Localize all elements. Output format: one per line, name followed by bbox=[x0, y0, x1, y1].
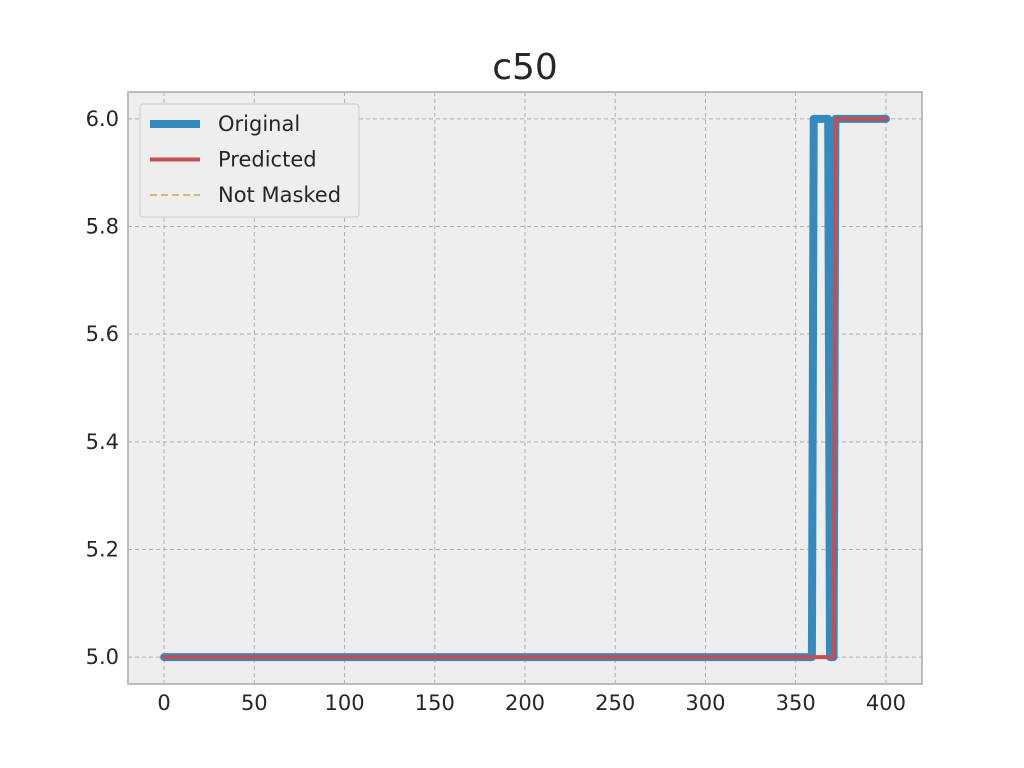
x-tick-label: 150 bbox=[415, 691, 455, 715]
legend-label: Not Masked bbox=[218, 183, 341, 207]
legend-label: Predicted bbox=[218, 148, 317, 172]
chart-title: c50 bbox=[492, 47, 558, 88]
x-tick-label: 400 bbox=[866, 691, 906, 715]
y-axis-ticks: 5.0 5.2 5.4 5.6 5.8 6.0 bbox=[86, 107, 119, 669]
series-layer bbox=[160, 114, 890, 662]
y-tick-label: 5.4 bbox=[86, 430, 119, 454]
series-line-predicted bbox=[162, 116, 888, 660]
x-tick-label: 0 bbox=[157, 691, 170, 715]
y-tick-label: 5.0 bbox=[86, 645, 119, 669]
y-tick-label: 6.0 bbox=[86, 107, 119, 131]
y-tick-label: 5.2 bbox=[86, 537, 119, 561]
y-tick-label: 5.8 bbox=[86, 215, 119, 239]
x-tick-label: 100 bbox=[324, 691, 364, 715]
x-axis-ticks: 0 50 100 150 200 250 300 350 400 bbox=[157, 691, 906, 715]
plot-frame bbox=[127, 91, 923, 685]
legend: Original Predicted Not Masked bbox=[139, 103, 360, 218]
grid bbox=[128, 92, 922, 684]
x-tick-label: 300 bbox=[685, 691, 725, 715]
y-tick-label: 5.6 bbox=[86, 322, 119, 346]
legend-box bbox=[139, 103, 360, 218]
x-tick-label: 250 bbox=[595, 691, 635, 715]
x-tick-label: 350 bbox=[776, 691, 816, 715]
legend-label: Original bbox=[218, 112, 300, 136]
x-tick-label: 50 bbox=[241, 691, 268, 715]
x-tick-label: 200 bbox=[505, 691, 545, 715]
